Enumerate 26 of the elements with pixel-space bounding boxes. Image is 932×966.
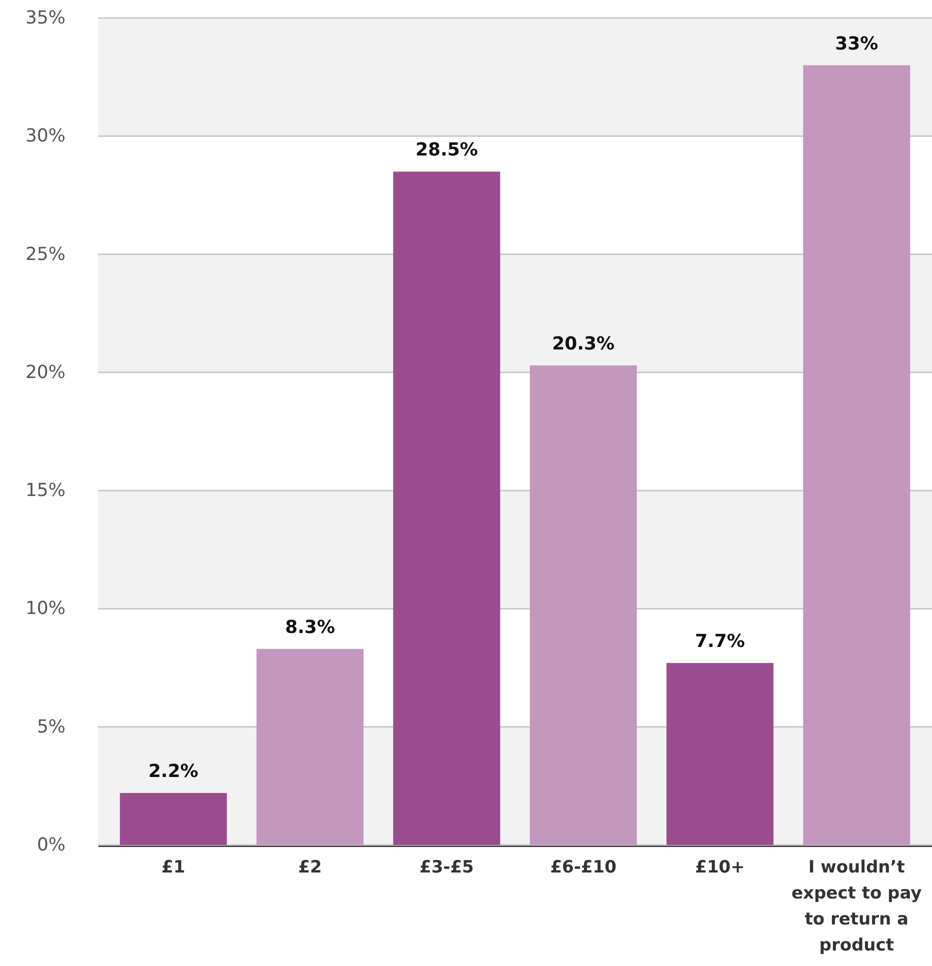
y-tick-label: 10% <box>25 598 66 620</box>
bar <box>666 663 774 845</box>
bar <box>393 172 500 845</box>
y-tick-label: 30% <box>25 126 66 147</box>
data-label: 20.3% <box>552 333 615 354</box>
bar <box>803 65 910 845</box>
y-tick-label: 5% <box>36 716 66 738</box>
x-tick-label: £10+ <box>695 858 745 878</box>
data-label: 28.5% <box>415 140 478 161</box>
y-tick-label: 0% <box>36 834 66 856</box>
data-label: 2.2% <box>148 761 198 782</box>
x-tick-label: £1 <box>162 858 186 878</box>
y-tick-label: 25% <box>25 244 66 265</box>
bar <box>256 648 364 845</box>
y-tick-label: 35% <box>25 8 66 28</box>
bar <box>530 365 637 845</box>
data-label: 8.3% <box>285 616 335 638</box>
y-tick-label: 20% <box>25 362 66 383</box>
data-label: 7.7% <box>695 631 745 652</box>
bar <box>120 793 227 845</box>
data-label: 33% <box>835 33 878 54</box>
x-tick-label: £3-£5 <box>419 858 474 878</box>
x-tick-label: £6-£10 <box>550 858 617 878</box>
x-tick-label: I wouldn’t expect to pay to return a product <box>792 858 922 956</box>
x-tick-label: £2 <box>298 858 322 878</box>
y-tick-label: 15% <box>25 480 66 502</box>
